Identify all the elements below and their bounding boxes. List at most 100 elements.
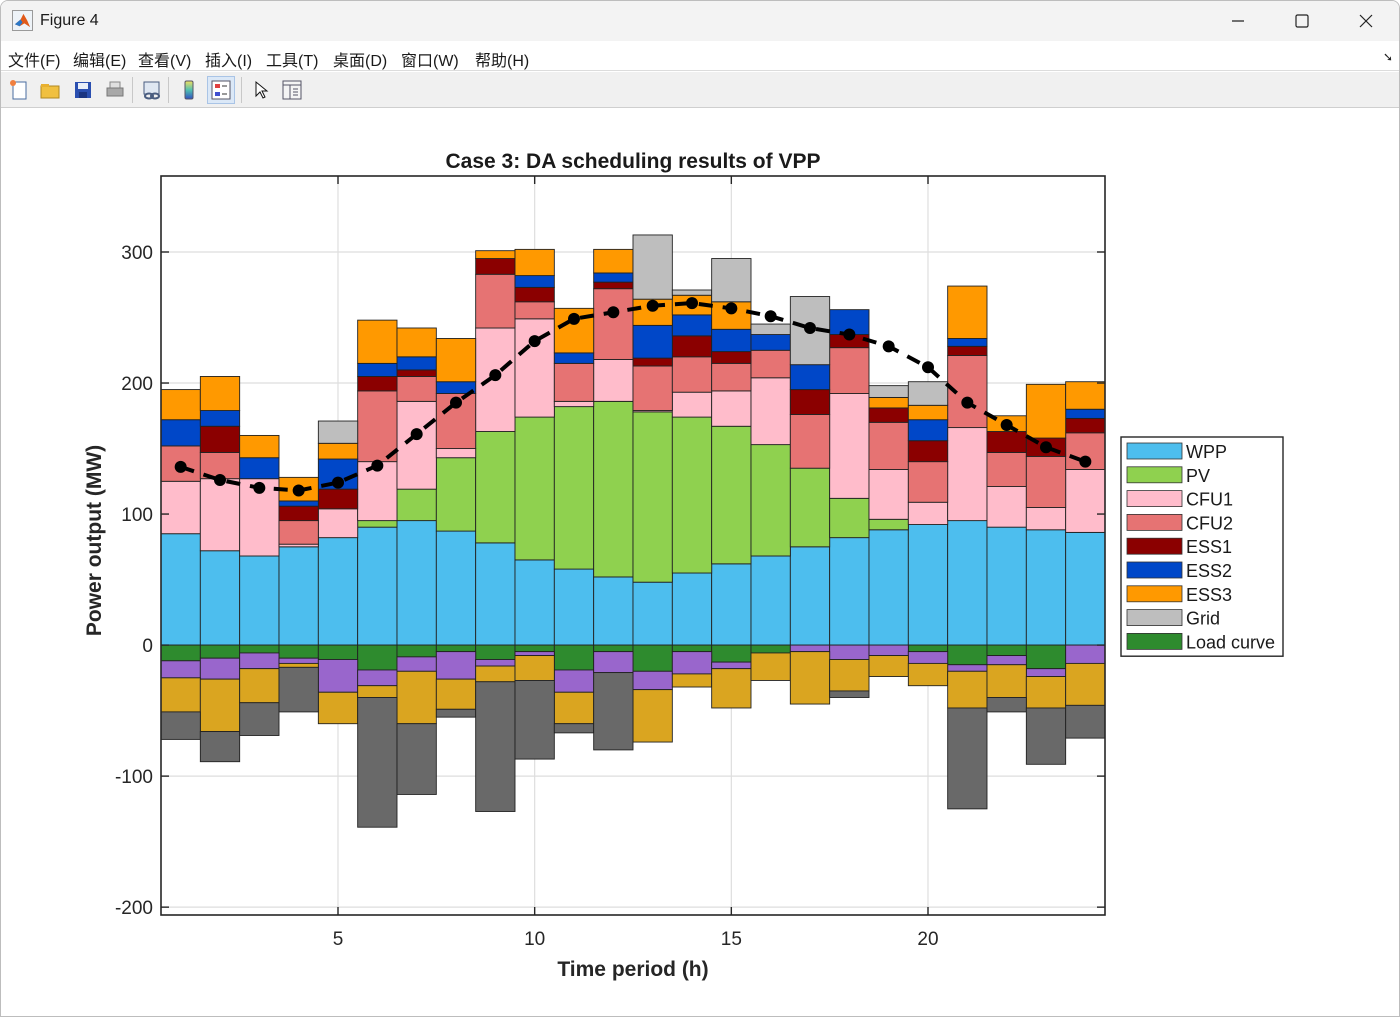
bar-series-10 bbox=[986, 664, 1027, 698]
x-axis-label: Time period (h) bbox=[557, 958, 708, 981]
bar-wpp bbox=[711, 563, 752, 646]
load-curve-point bbox=[371, 459, 384, 472]
bar-ess3 bbox=[1025, 383, 1067, 439]
legend-button[interactable] bbox=[207, 76, 235, 104]
bar-cfu1 bbox=[435, 448, 477, 459]
bar-series-9 bbox=[514, 651, 555, 657]
title-bar: Figure 4 bbox=[1, 1, 1399, 41]
bar-load-curve bbox=[317, 644, 359, 660]
legend-label-cfu1: CFU1 bbox=[1186, 490, 1233, 510]
bar-series-10 bbox=[1065, 662, 1106, 706]
bar-ess3 bbox=[907, 404, 949, 421]
bar-series-11 bbox=[199, 731, 241, 763]
bar-series-10 bbox=[239, 668, 280, 704]
bar-cfu2 bbox=[553, 362, 595, 402]
menu-insert[interactable]: 插入(I) bbox=[205, 53, 253, 70]
property-inspector-button[interactable] bbox=[278, 76, 306, 104]
bar-ess3 bbox=[593, 248, 634, 274]
bar-cfu2 bbox=[986, 452, 1027, 487]
bar-cfu1 bbox=[671, 391, 713, 418]
load-curve-point bbox=[489, 369, 502, 382]
menu-tools[interactable]: 工具(T) bbox=[266, 53, 319, 70]
link-plot-button[interactable] bbox=[137, 76, 165, 104]
bar-series-9 bbox=[396, 656, 437, 672]
edit-plot-button[interactable] bbox=[247, 76, 275, 104]
bar-series-11 bbox=[239, 702, 280, 736]
open-file-button[interactable] bbox=[36, 76, 64, 104]
bar-wpp bbox=[475, 542, 516, 646]
x-tick-label: 10 bbox=[524, 929, 545, 950]
y-tick-label: 0 bbox=[142, 636, 153, 657]
bar-grid bbox=[750, 323, 791, 335]
load-curve-point bbox=[1000, 418, 1013, 431]
y-tick-label: 200 bbox=[121, 374, 153, 395]
bar-ess1 bbox=[199, 425, 241, 453]
bar-cfu1 bbox=[986, 486, 1027, 528]
y-tick-label: 300 bbox=[121, 243, 153, 264]
bar-series-10 bbox=[711, 668, 752, 709]
colorbar-button[interactable] bbox=[175, 76, 203, 104]
bar-series-10 bbox=[435, 678, 477, 710]
bar-ess2 bbox=[239, 457, 280, 480]
new-figure-button[interactable] bbox=[5, 76, 33, 104]
bar-cfu1 bbox=[357, 461, 398, 522]
bar-ess2 bbox=[947, 338, 988, 347]
bar-ess1 bbox=[475, 258, 516, 275]
bar-wpp bbox=[239, 555, 280, 646]
menu-help[interactable]: 帮助(H) bbox=[475, 53, 530, 70]
maximize-button[interactable] bbox=[1272, 1, 1332, 41]
menu-window[interactable]: 窗口(W) bbox=[401, 53, 459, 70]
minimize-icon bbox=[1232, 20, 1244, 22]
bar-series-10 bbox=[947, 670, 988, 709]
bar-wpp bbox=[947, 520, 988, 646]
menu-edit[interactable]: 编辑(E) bbox=[73, 53, 127, 70]
x-tick-label: 15 bbox=[721, 929, 742, 950]
close-button[interactable] bbox=[1336, 1, 1396, 41]
new-figure-icon bbox=[10, 80, 27, 100]
bar-ess2 bbox=[907, 419, 949, 442]
bar-pv bbox=[750, 444, 791, 557]
bar-cfu1 bbox=[947, 427, 988, 522]
bar-load-curve bbox=[239, 644, 280, 654]
menu-desktop[interactable]: 桌面(D) bbox=[333, 53, 388, 70]
bar-pv bbox=[789, 467, 831, 548]
bar-grid bbox=[868, 385, 909, 398]
y-axis-label: Power output (MW) bbox=[83, 445, 106, 636]
dock-figure-icon[interactable]: ➘ bbox=[1382, 50, 1393, 64]
bar-wpp bbox=[789, 546, 831, 646]
bar-pv bbox=[475, 431, 516, 544]
minimize-button[interactable] bbox=[1208, 1, 1268, 41]
bar-grid bbox=[317, 420, 359, 444]
bar-wpp bbox=[199, 550, 241, 646]
bar-series-11 bbox=[947, 707, 988, 810]
bar-cfu2 bbox=[868, 421, 909, 470]
bar-series-9 bbox=[553, 669, 595, 693]
bar-ess3 bbox=[199, 376, 241, 411]
menu-file[interactable]: 文件(F) bbox=[8, 53, 61, 70]
bar-series-11 bbox=[829, 690, 870, 698]
bar-series-11 bbox=[1065, 704, 1106, 739]
bar-wpp bbox=[160, 533, 201, 646]
bar-series-11 bbox=[278, 666, 319, 713]
bar-ess2 bbox=[750, 334, 791, 351]
bar-series-9 bbox=[868, 644, 909, 657]
load-line bbox=[174, 297, 1092, 497]
bar-series-10 bbox=[278, 662, 319, 668]
bar-ess2 bbox=[396, 356, 437, 371]
bar-load-curve bbox=[160, 644, 201, 662]
load-curve-line bbox=[180, 301, 1087, 493]
bar-series-10 bbox=[553, 691, 595, 725]
close-icon bbox=[1359, 14, 1373, 28]
load-curve-point bbox=[961, 396, 974, 409]
print-button[interactable] bbox=[101, 76, 129, 104]
legend[interactable]: WPP PV CFU1 CFU2 ESS1 ESS2 ESS3 Grid Load curve bbox=[1120, 436, 1284, 657]
bar-load-curve bbox=[553, 644, 595, 671]
bar-wpp bbox=[907, 524, 949, 646]
bar-ess3 bbox=[317, 442, 359, 460]
bar-ess1 bbox=[711, 351, 752, 364]
save-button[interactable] bbox=[69, 76, 97, 104]
bar-wpp bbox=[553, 568, 595, 646]
menu-view[interactable]: 查看(V) bbox=[138, 53, 192, 70]
load-curve-point bbox=[725, 302, 738, 315]
bar-cfu1 bbox=[1065, 469, 1106, 533]
